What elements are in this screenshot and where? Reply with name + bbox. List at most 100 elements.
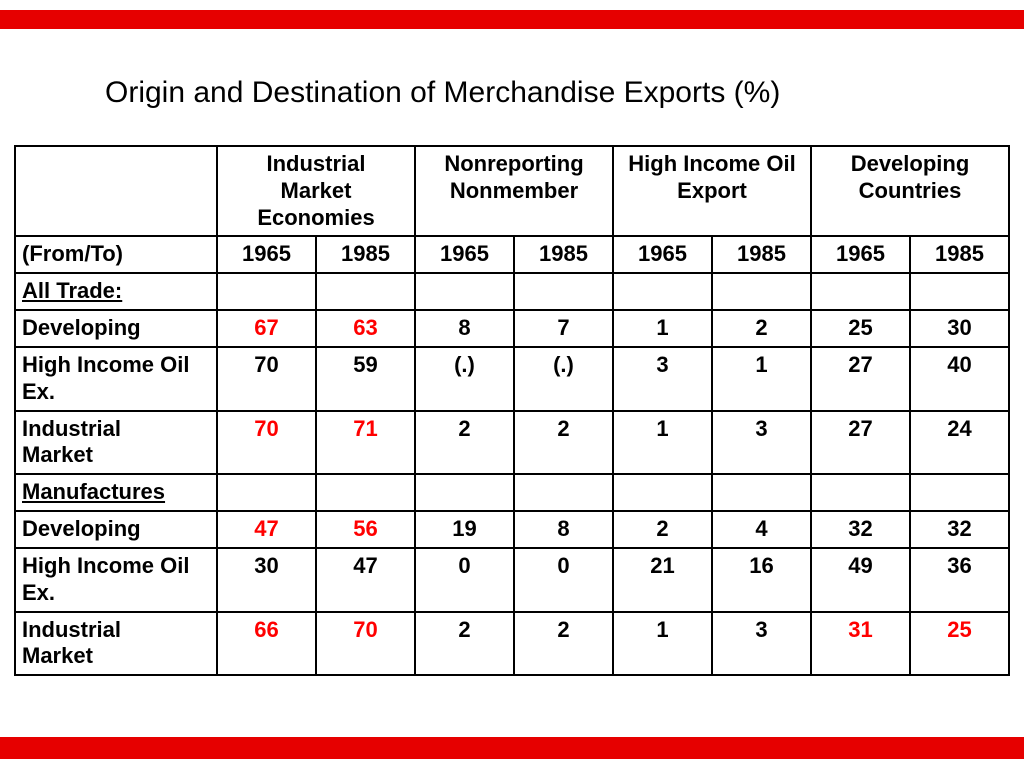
year-header-cell: 1965	[216, 235, 317, 275]
row-label-line2: Ex.	[22, 579, 56, 605]
table-cell	[711, 272, 812, 312]
row-label-line2: Market	[22, 643, 93, 669]
year-header-cell: 1985	[909, 235, 1010, 275]
table-cell	[612, 473, 713, 513]
table-cell	[414, 473, 515, 513]
table-cell: 8	[513, 510, 614, 549]
column-group-line: Market	[280, 177, 352, 203]
table-cell	[810, 272, 911, 312]
column-group-line: Export	[677, 177, 747, 203]
table-cell	[216, 473, 317, 513]
row-label-cell: All Trade:	[14, 272, 218, 312]
table-cell: 2	[612, 510, 713, 549]
table-cell: 27	[810, 409, 911, 476]
table-cell: 36	[909, 546, 1010, 613]
column-group-header: Industrial Market Economies	[216, 144, 416, 238]
table-cell	[315, 272, 416, 312]
table-cell: 3	[612, 345, 713, 412]
column-group-line: Nonreporting	[444, 151, 584, 176]
table-cell: 47	[315, 546, 416, 613]
table-row: Industrial Market 70 71 2 2 1 3 27 24	[14, 409, 1010, 476]
table-cell: 0	[513, 546, 614, 613]
table-row: Developing 67 63 8 7 1 2 25 30	[14, 309, 1010, 348]
row-label-cell: Developing	[14, 510, 218, 549]
table-cell: 67	[216, 309, 317, 348]
row-label-cell: Industrial Market	[14, 409, 218, 476]
table-cell: 59	[315, 345, 416, 412]
column-group-header: High Income Oil Export	[612, 144, 812, 238]
table-row: High Income Oil Ex. 70 59 (.) (.) 3 1 27…	[14, 345, 1010, 412]
corner-from-to-cell: (From/To)	[14, 235, 218, 275]
table-cell: 1	[612, 409, 713, 476]
column-group-header: Developing Countries	[810, 144, 1010, 238]
table-cell: 3	[711, 409, 812, 476]
table-cell: 7	[513, 309, 614, 348]
table-row: Industrial Market 66 70 2 2 1 3 31 25	[14, 610, 1010, 677]
table-cell	[612, 272, 713, 312]
table-cell: 1	[711, 345, 812, 412]
table-cell: 63	[315, 309, 416, 348]
table-cell: (.)	[414, 345, 515, 412]
year-header-row: (From/To) 1965 1985 1965 1985 1965 1985 …	[14, 235, 1010, 275]
group-header-row: Industrial Market Economies Nonreporting…	[14, 144, 1010, 238]
column-group-line: Developing	[850, 151, 970, 176]
row-label: Manufactures	[22, 479, 166, 505]
table-cell: 31	[810, 610, 911, 677]
row-label: High Income Oil	[22, 351, 190, 377]
table-cell: 2	[711, 309, 812, 348]
table-cell: 8	[414, 309, 515, 348]
table-cell: 66	[216, 610, 317, 677]
table-cell: 30	[216, 546, 317, 613]
table-cell: 21	[612, 546, 713, 613]
top-accent-bar	[0, 10, 1024, 29]
row-label-cell: Manufactures	[14, 473, 218, 513]
table-cell	[810, 473, 911, 513]
corner-empty-cell	[14, 144, 218, 238]
table-cell: 30	[909, 309, 1010, 348]
row-label-cell: Industrial Market	[14, 610, 218, 677]
table-cell: 70	[315, 610, 416, 677]
row-label-line2: Market	[22, 442, 93, 468]
table-row: High Income Oil Ex. 30 47 0 0 21 16 49 3…	[14, 546, 1010, 613]
table-cell: 70	[216, 409, 317, 476]
table-cell	[513, 272, 614, 312]
table-cell	[909, 272, 1010, 312]
table-cell: 49	[810, 546, 911, 613]
column-group-line: Industrial	[266, 151, 366, 176]
table-cell	[414, 272, 515, 312]
table-cell: 70	[216, 345, 317, 412]
table-cell: 1	[612, 610, 713, 677]
table-cell: 4	[711, 510, 812, 549]
row-label: Developing	[22, 315, 141, 341]
table-row: Developing 47 56 19 8 2 4 32 32	[14, 510, 1010, 549]
table-cell	[216, 272, 317, 312]
table-cell	[909, 473, 1010, 513]
year-header-cell: 1985	[711, 235, 812, 275]
table-cell	[711, 473, 812, 513]
year-header-cell: 1965	[612, 235, 713, 275]
row-label-line2: Ex.	[22, 378, 56, 404]
table-cell: 32	[909, 510, 1010, 549]
table-cell	[315, 473, 416, 513]
exports-table: Industrial Market Economies Nonreporting…	[14, 144, 1010, 677]
bottom-accent-bar	[0, 737, 1024, 759]
table-cell: (.)	[513, 345, 614, 412]
table-cell: 1	[612, 309, 713, 348]
table-cell: 56	[315, 510, 416, 549]
row-label: Industrial	[22, 616, 122, 642]
table-cell: 2	[513, 409, 614, 476]
table-cell: 16	[711, 546, 812, 613]
row-label: Industrial	[22, 415, 122, 441]
column-group-header: Nonreporting Nonmember	[414, 144, 614, 238]
table-cell: 2	[414, 610, 515, 677]
table-cell: 19	[414, 510, 515, 549]
year-header-cell: 1985	[513, 235, 614, 275]
column-group-line: Countries	[858, 177, 962, 203]
table-cell: 25	[909, 610, 1010, 677]
row-label: High Income Oil	[22, 552, 190, 578]
table-cell: 3	[711, 610, 812, 677]
table-cell: 27	[810, 345, 911, 412]
table-cell: 40	[909, 345, 1010, 412]
year-header-cell: 1985	[315, 235, 416, 275]
